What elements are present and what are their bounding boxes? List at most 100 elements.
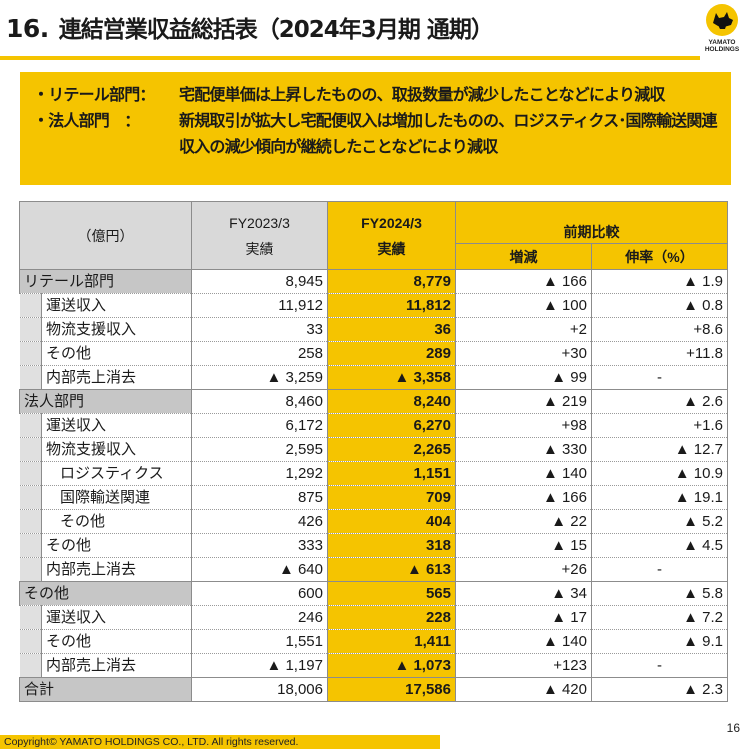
prev-year-value: 258 xyxy=(191,341,328,366)
table-row: ロジスティクス 1,292 1,151 ▲ 140 ▲ 10.9 xyxy=(19,461,728,486)
rate-value: ▲ 5.8 xyxy=(591,581,728,606)
prev-year-value: ▲ 1,197 xyxy=(191,653,328,678)
table-row: その他 333 318 ▲ 15 ▲ 4.5 xyxy=(19,533,728,558)
rate-value: - xyxy=(591,557,728,582)
curr-year-value: 1,411 xyxy=(327,629,456,654)
change-value: +2 xyxy=(455,317,592,342)
change-header: 増減 xyxy=(455,243,592,270)
row-label: 内部売上消去 xyxy=(41,365,192,390)
row-indent-spacer xyxy=(19,557,42,582)
prev-year-header: FY2023/3 実績 xyxy=(191,201,328,270)
summary-corporate-label: ・法人部門 ： xyxy=(33,111,140,130)
prev-year-value: 11,912 xyxy=(191,293,328,318)
table-row: 運送収入 6,172 6,270 +98 +1.6 xyxy=(19,413,728,438)
curr-year-value: 17,586 xyxy=(327,677,456,702)
curr-year-value: 8,779 xyxy=(327,269,456,294)
summary-retail-line: ・リテール部門： 宅配便単価は上昇したものの、取扱数量が減少したことなどにより減… xyxy=(33,82,731,108)
rate-value: +11.8 xyxy=(591,341,728,366)
table-header-row-2: 増減 伸率（%） xyxy=(20,243,728,270)
change-value: ▲ 15 xyxy=(455,533,592,558)
summary-corporate-text-2: 収入の減少傾向が継続したことなどにより減収 xyxy=(179,137,498,156)
page-number: 16 xyxy=(726,721,740,735)
change-value: ▲ 166 xyxy=(455,269,592,294)
change-value: ▲ 219 xyxy=(455,389,592,414)
table-row: 運送収入 246 228 ▲ 17 ▲ 7.2 xyxy=(19,605,728,630)
unit-header: （億円） xyxy=(19,201,192,270)
table-row: その他 258 289 +30 +11.8 xyxy=(19,341,728,366)
prev-year-label: FY2023/3 xyxy=(229,214,290,231)
change-value: ▲ 99 xyxy=(455,365,592,390)
rate-value: ▲ 10.9 xyxy=(591,461,728,486)
summary-retail-label: ・リテール部門： xyxy=(33,85,155,104)
row-indent-spacer xyxy=(19,533,42,558)
cat-icon xyxy=(713,12,733,29)
section-number: 16. xyxy=(6,14,49,43)
row-label: 合計 xyxy=(19,677,192,702)
table-row: 法人部門 8,460 8,240 ▲ 219 ▲ 2.6 xyxy=(19,389,728,414)
row-label: その他 xyxy=(41,629,192,654)
row-label: 物流支援収入 xyxy=(41,437,192,462)
prev-year-value: 426 xyxy=(191,509,328,534)
rate-value: - xyxy=(591,653,728,678)
change-value: ▲ 22 xyxy=(455,509,592,534)
change-value: ▲ 140 xyxy=(455,461,592,486)
table-row: 国際輸送関連 875 709 ▲ 166 ▲ 19.1 xyxy=(19,485,728,510)
curr-year-value: ▲ 3,358 xyxy=(327,365,456,390)
row-label: 運送収入 xyxy=(41,605,192,630)
prev-year-value: 6,172 xyxy=(191,413,328,438)
row-indent-spacer xyxy=(19,293,42,318)
row-label: ロジスティクス xyxy=(41,461,192,486)
prev-year-value: 875 xyxy=(191,485,328,510)
title-text: 連結営業収益総括表（2024年3月期 通期） xyxy=(58,17,494,43)
change-value: ▲ 17 xyxy=(455,605,592,630)
summary-retail-text: 宅配便単価は上昇したものの、取扱数量が減少したことなどにより減収 xyxy=(179,85,665,104)
table-row: リテール部門 8,945 8,779 ▲ 166 ▲ 1.9 xyxy=(19,269,728,294)
company-logo: YAMATO HOLDINGS xyxy=(697,4,747,60)
row-indent-spacer xyxy=(19,629,42,654)
curr-year-sub: 実績 xyxy=(377,240,406,257)
page-title: 16. 連結営業収益総括表（2024年3月期 通期） xyxy=(6,10,494,50)
curr-year-value: 709 xyxy=(327,485,456,510)
rate-value: ▲ 7.2 xyxy=(591,605,728,630)
rate-value: +8.6 xyxy=(591,317,728,342)
row-label: 国際輸送関連 xyxy=(41,485,192,510)
row-indent-spacer xyxy=(19,437,42,462)
prev-year-value: ▲ 3,259 xyxy=(191,365,328,390)
change-value: +98 xyxy=(455,413,592,438)
curr-year-value: 404 xyxy=(327,509,456,534)
curr-year-value: 1,151 xyxy=(327,461,456,486)
prev-year-value: 8,460 xyxy=(191,389,328,414)
change-value: ▲ 140 xyxy=(455,629,592,654)
prev-year-value: 1,292 xyxy=(191,461,328,486)
prev-year-value: 33 xyxy=(191,317,328,342)
summary-corporate-text: 新規取引が拡大し宅配便収入は増加したものの、ロジスティクス･国際輸送関連 xyxy=(179,111,718,130)
summary-corporate-text-cont: 収入の減少傾向が継続したことなどにより減収 xyxy=(33,134,731,160)
rate-value: ▲ 2.6 xyxy=(591,389,728,414)
table-row: その他 1,551 1,411 ▲ 140 ▲ 9.1 xyxy=(19,629,728,654)
change-value: ▲ 420 xyxy=(455,677,592,702)
prev-year-value: 333 xyxy=(191,533,328,558)
rate-value: ▲ 19.1 xyxy=(591,485,728,510)
curr-year-header: FY2024/3 実績 xyxy=(327,201,456,270)
curr-year-value: 36 xyxy=(327,317,456,342)
curr-year-value: 228 xyxy=(327,605,456,630)
rate-value: ▲ 5.2 xyxy=(591,509,728,534)
row-indent-spacer xyxy=(19,317,42,342)
rate-value: ▲ 1.9 xyxy=(591,269,728,294)
prev-year-value: 246 xyxy=(191,605,328,630)
curr-year-value: 8,240 xyxy=(327,389,456,414)
row-label: 内部売上消去 xyxy=(41,557,192,582)
rate-value: ▲ 2.3 xyxy=(591,677,728,702)
table-row: その他 600 565 ▲ 34 ▲ 5.8 xyxy=(19,581,728,606)
row-indent-spacer xyxy=(19,605,42,630)
curr-year-value: ▲ 1,073 xyxy=(327,653,456,678)
curr-year-value: 11,812 xyxy=(327,293,456,318)
row-label: その他 xyxy=(41,509,192,534)
compare-header: 前期比較 xyxy=(455,201,728,244)
row-label: リテール部門 xyxy=(19,269,192,294)
row-label: その他 xyxy=(41,341,192,366)
row-label: その他 xyxy=(41,533,192,558)
change-value: +123 xyxy=(455,653,592,678)
curr-year-value: 6,270 xyxy=(327,413,456,438)
prev-year-value: 18,006 xyxy=(191,677,328,702)
